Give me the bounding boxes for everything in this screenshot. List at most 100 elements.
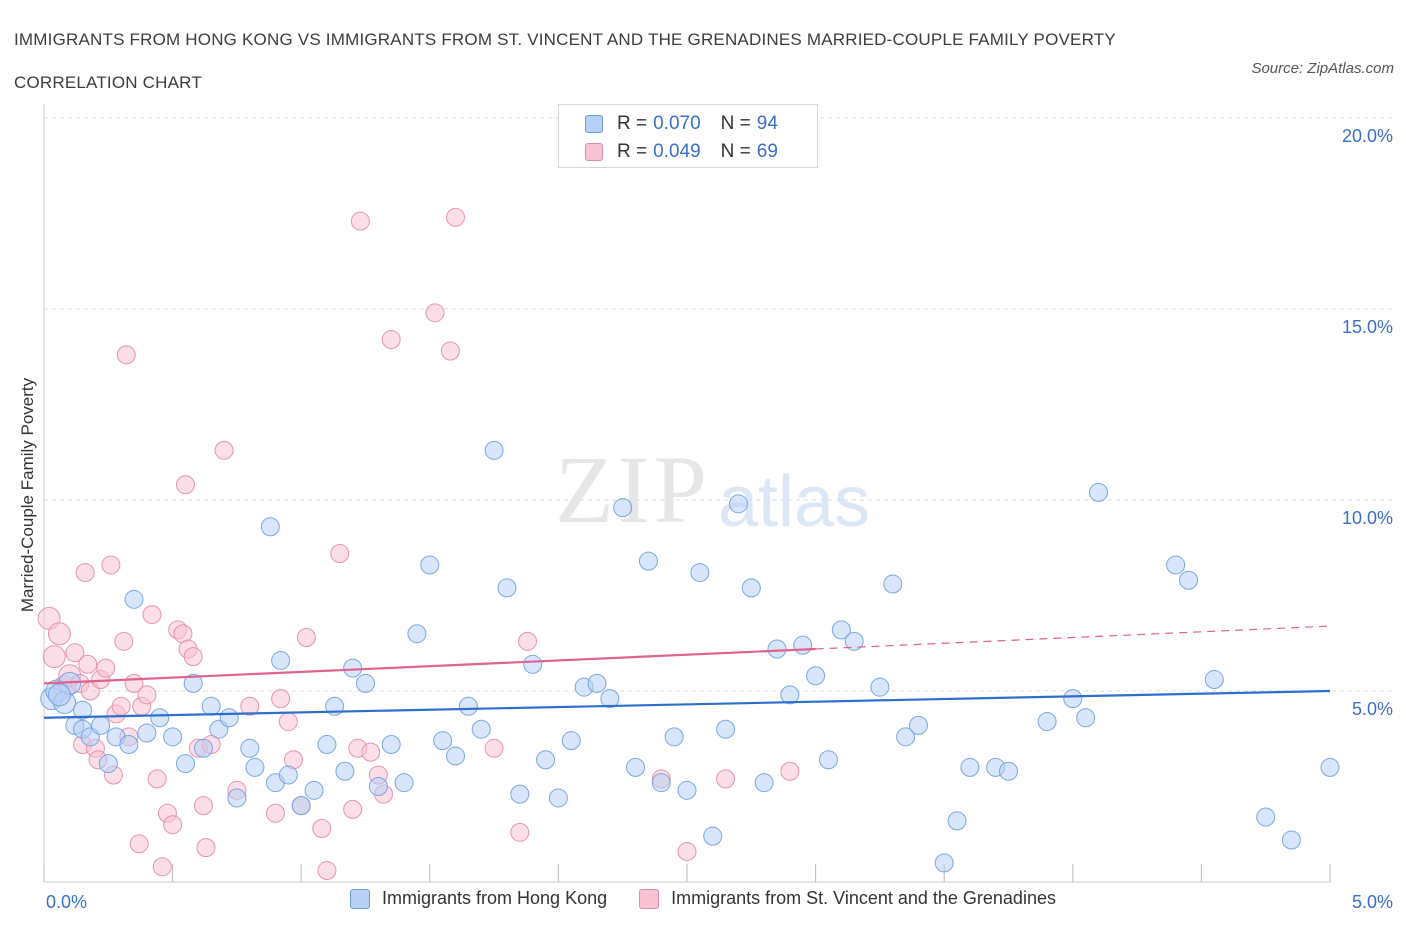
data-point: [446, 207, 466, 227]
data-point: [361, 742, 381, 762]
data-point: [343, 799, 363, 819]
data-point: [91, 715, 111, 735]
data-point: [677, 780, 697, 800]
data-point: [716, 769, 736, 789]
data-point: [330, 543, 350, 563]
trend-line-st-vincent-extension: [815, 625, 1331, 650]
data-point: [124, 589, 144, 609]
grid: [44, 117, 1392, 692]
data-point: [626, 757, 646, 777]
data-point: [883, 574, 903, 594]
data-point: [1281, 830, 1301, 850]
data-point: [193, 796, 213, 816]
data-point: [728, 494, 748, 514]
data-point: [119, 734, 139, 754]
data-point: [440, 341, 460, 361]
data-point: [947, 811, 967, 831]
data-point: [150, 708, 170, 728]
data-point: [111, 696, 131, 716]
data-point: [536, 750, 556, 770]
data-point: [304, 780, 324, 800]
data-point: [137, 685, 157, 705]
data-point: [265, 803, 285, 823]
data-point: [1320, 757, 1340, 777]
data-point: [497, 578, 517, 598]
legend-label-hong-kong: Immigrants from Hong Kong: [382, 888, 608, 908]
data-point: [999, 761, 1018, 781]
legend-row-hong-kong: R = 0.070 N = 94: [585, 111, 784, 137]
data-point: [175, 754, 195, 774]
data-point: [356, 673, 375, 693]
data-point: [471, 719, 491, 739]
data-point: [818, 750, 838, 770]
data-point: [219, 708, 239, 728]
data-point: [335, 761, 355, 781]
data-point: [147, 769, 167, 789]
tick-labels: 5.0% 10.0% 15.0% 20.0% 0.0% 5.0%: [46, 126, 1393, 912]
y-axis-label: Married-Couple Family Poverty: [18, 377, 37, 613]
data-point: [407, 624, 427, 644]
chart-title: IMMIGRANTS FROM HONG KONG VS IMMIGRANTS …: [14, 30, 1116, 92]
data-point: [381, 734, 401, 754]
data-point: [510, 822, 530, 842]
data-point: [638, 551, 658, 571]
data-point: [163, 727, 183, 747]
data-point: [960, 757, 980, 777]
data-point: [183, 673, 203, 693]
data-point: [690, 563, 710, 583]
data-point: [271, 689, 291, 709]
data-point: [793, 635, 813, 655]
data-point: [78, 654, 98, 674]
data-point: [317, 861, 337, 881]
legend-r-label: R =: [617, 113, 648, 134]
data-point: [175, 475, 195, 495]
data-point: [767, 639, 787, 659]
data-point: [587, 673, 607, 693]
series-hong-kong: [40, 440, 1340, 873]
data-point: [518, 631, 538, 651]
data-point: [458, 696, 478, 716]
data-point: [433, 731, 453, 751]
legend-label-st-vincent: Immigrants from St. Vincent and the Gren…: [671, 888, 1056, 908]
legend-swatch-pink: [585, 143, 603, 161]
data-point: [296, 628, 316, 648]
data-point: [1037, 712, 1057, 732]
data-point: [1256, 807, 1276, 827]
data-point: [664, 727, 684, 747]
legend-swatch-pink: [639, 888, 660, 909]
data-point: [196, 838, 216, 858]
data-point: [278, 712, 298, 732]
legend-swatch-blue: [585, 115, 603, 133]
y-tick-label: 5.0%: [1352, 699, 1393, 719]
data-point: [484, 738, 504, 758]
data-point: [896, 727, 916, 747]
data-point: [651, 773, 671, 793]
data-point: [291, 796, 311, 816]
data-point: [510, 784, 530, 804]
data-point: [523, 654, 543, 674]
data-point: [368, 777, 388, 796]
data-point: [183, 647, 203, 667]
data-point: [1166, 555, 1186, 575]
legend-n-label: N =: [720, 113, 751, 134]
data-point: [1204, 670, 1224, 690]
legend-n-value: 69: [756, 141, 778, 162]
data-point: [780, 685, 800, 705]
data-point: [227, 788, 247, 808]
data-point: [260, 517, 280, 537]
data-point: [201, 696, 221, 716]
data-point: [96, 658, 116, 678]
data-point: [98, 754, 118, 774]
watermark-zip: ZIP: [555, 436, 711, 543]
data-point: [101, 555, 121, 575]
legend-r-value: 0.070: [653, 113, 701, 134]
y-tick-label: 15.0%: [1342, 317, 1393, 337]
data-point: [142, 605, 162, 625]
data-point: [548, 788, 568, 808]
legend-item-hong-kong[interactable]: Immigrants from Hong Kong: [350, 888, 607, 909]
stats-legend: R = 0.070 N = 94 R = 0.049 N = 69: [558, 104, 818, 168]
data-point: [312, 819, 332, 839]
data-point: [844, 631, 864, 651]
legend-item-st-vincent[interactable]: Immigrants from St. Vincent and the Gren…: [639, 888, 1056, 909]
data-point: [394, 773, 414, 793]
